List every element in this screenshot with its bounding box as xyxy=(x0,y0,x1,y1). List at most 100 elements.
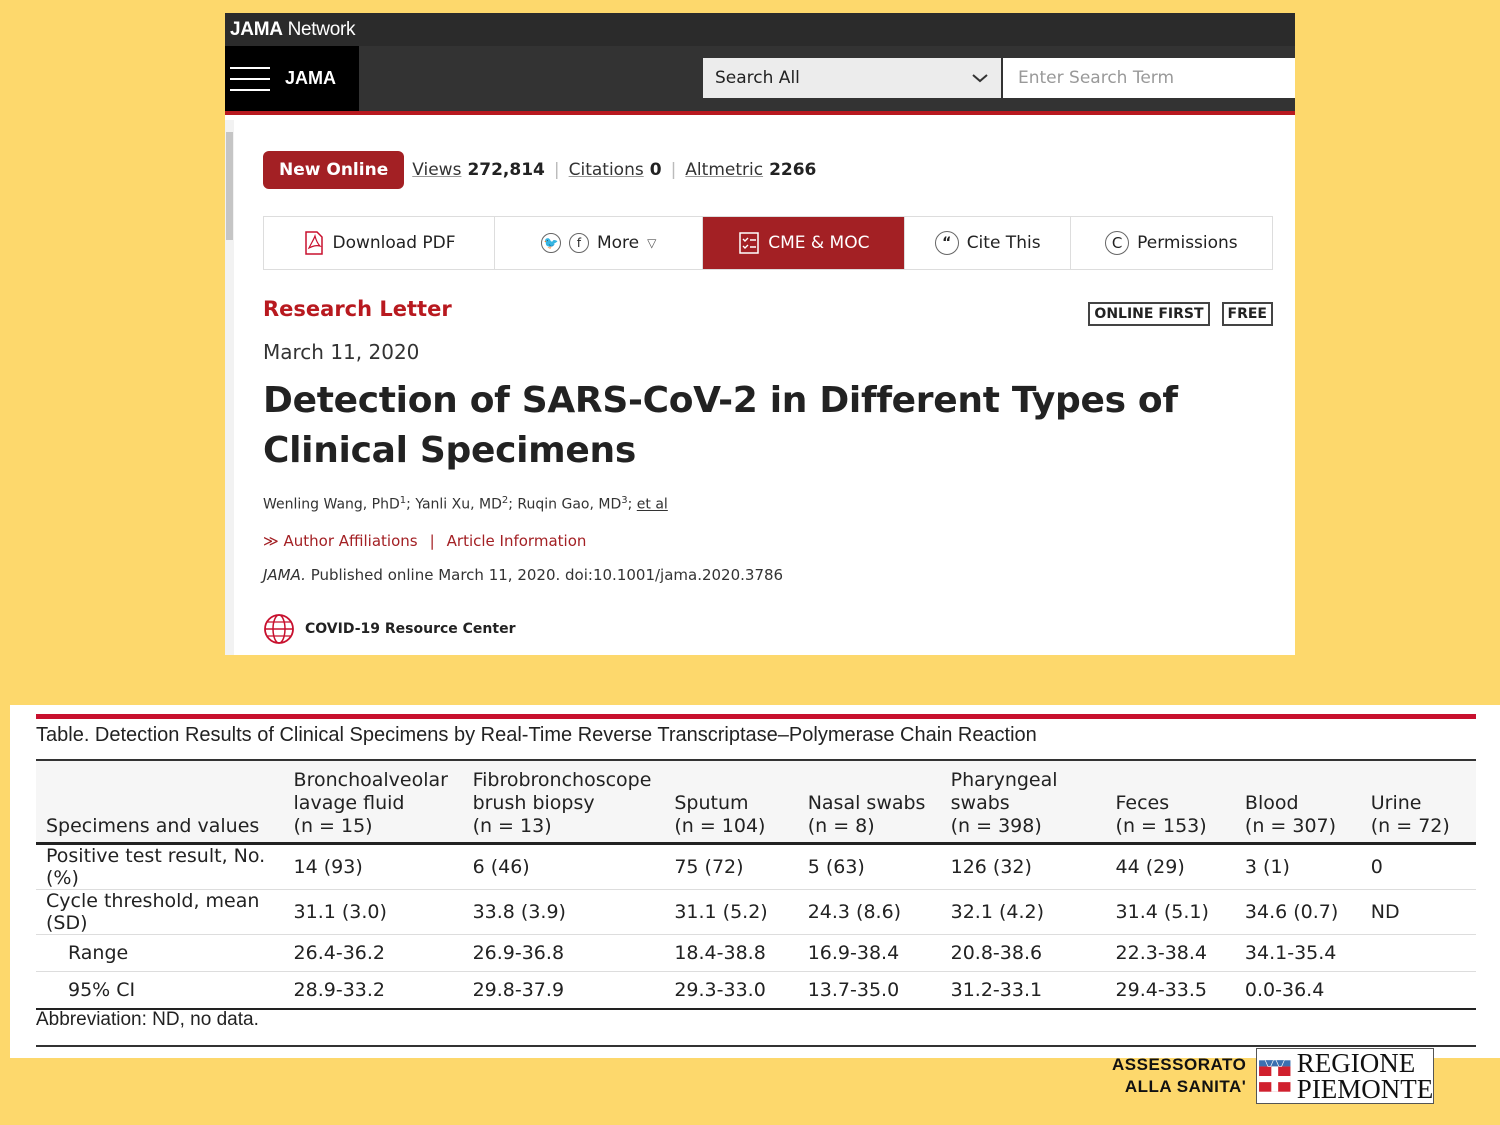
metric-citations[interactable]: Citations 0 xyxy=(568,160,662,180)
table-cell: 28.9-33.2 xyxy=(283,971,463,1010)
table-cell xyxy=(1360,934,1476,972)
column-header-specimens: Specimens and values xyxy=(46,815,260,837)
regione-piemonte-logo: ASSESSORATO ALLA SANITA' REGIONE PIEMONT… xyxy=(1112,1048,1435,1104)
column-header: Bronchoalveolar lavage fluid (n = 15) xyxy=(293,769,448,837)
jama-article-screenshot: JAMA Network JAMA Search All New Online … xyxy=(225,13,1295,655)
results-table: Specimens and values Bronchoalveolar lavag… xyxy=(36,759,1476,1010)
metric-views[interactable]: Views 272,814 xyxy=(412,160,545,180)
article-type: Research Letter xyxy=(263,297,452,321)
triangle-down-icon: ▽ xyxy=(647,236,657,250)
table-row: Cycle threshold, mean (SD) 31.1 (3.0) 33.8… xyxy=(36,889,1476,935)
globe-icon xyxy=(264,614,294,644)
header-accent-line xyxy=(225,111,1295,115)
table-cell: 24.3 (8.6) xyxy=(797,889,941,935)
article-information-link[interactable]: Article Information xyxy=(446,532,587,550)
jama-network-brand[interactable]: JAMA Network xyxy=(230,18,356,40)
download-pdf-button[interactable]: Download PDF xyxy=(264,217,496,269)
table-bottom-rule xyxy=(36,1045,1476,1047)
column-header: Fibrobronchoscope brush biopsy (n = 13) xyxy=(472,769,652,837)
more-label: More xyxy=(596,233,640,253)
et-al-link[interactable]: et al xyxy=(636,496,668,513)
column-header: Sputum (n = 104) xyxy=(674,792,766,837)
permissions-button[interactable]: C Permissions xyxy=(1071,217,1272,269)
table-cell: 18.4-38.8 xyxy=(664,934,798,972)
table-cell: 0.0-36.4 xyxy=(1234,971,1361,1010)
table-cell: 29.3-33.0 xyxy=(664,971,798,1010)
table-cell: 14 (93) xyxy=(283,843,463,890)
column-header: Feces (n = 153) xyxy=(1115,792,1207,837)
table-cell: 31.1 (5.2) xyxy=(664,889,798,935)
cme-moc-button[interactable]: CME & MOC xyxy=(703,217,906,269)
author-affiliations-link[interactable]: ≫ Author Affiliations xyxy=(263,532,418,550)
copyright-icon: C xyxy=(1105,231,1130,255)
access-tags: ONLINE FIRST FREE xyxy=(1088,302,1273,326)
search-scope-value: Search All xyxy=(715,68,800,88)
cite-this-button[interactable]: “ Cite This xyxy=(905,217,1071,269)
row-label: Positive test result, No. (%) xyxy=(36,843,284,890)
citation-line: JAMA. Published online March 11, 2020. d… xyxy=(263,566,784,584)
row-label: 95% CI xyxy=(36,971,284,1010)
table-cell: 32.1 (4.2) xyxy=(940,889,1106,935)
regione-name: REGIONE PIEMONTE xyxy=(1296,1048,1434,1104)
table-cell xyxy=(1360,971,1476,1010)
logo-area: JAMA xyxy=(225,46,359,111)
table-row: 95% CI 28.9-33.2 29.8-37.9 29.3-33.0 13.7-35… xyxy=(36,971,1476,1010)
table-header-row: Specimens and values Bronchoalveolar lavag… xyxy=(36,760,1476,844)
article-toolbar: Download PDF 🐦 f More ▽ CME & MOC “ Cite … xyxy=(263,216,1273,270)
covid-resource-link[interactable]: COVID-19 Resource Center xyxy=(263,613,516,645)
twitter-icon[interactable]: 🐦 xyxy=(540,233,561,253)
table-cell: 26.9-36.8 xyxy=(462,934,665,972)
search-input[interactable] xyxy=(1003,58,1295,98)
free-tag: FREE xyxy=(1221,302,1273,326)
online-first-tag: ONLINE FIRST xyxy=(1088,302,1210,326)
author-2[interactable]: ; Yanli Xu, MD xyxy=(406,496,502,513)
table-cell: 29.8-37.9 xyxy=(462,971,665,1010)
table-cell: 31.2-33.1 xyxy=(940,971,1106,1010)
scrollbar[interactable] xyxy=(225,120,234,655)
table-cell: 16.9-38.4 xyxy=(797,934,941,972)
jama-navbar: JAMA Search All xyxy=(225,46,1295,111)
table-cell: 3 (1) xyxy=(1234,843,1361,890)
article-metrics: New Online Views 272,814 | Citations 0 | A… xyxy=(263,151,816,189)
checklist-icon xyxy=(739,232,759,254)
quote-icon: “ xyxy=(934,231,959,255)
column-header: Nasal swabs (n = 8) xyxy=(807,792,926,837)
table-row: Positive test result, No. (%) 14 (93) 6 (4… xyxy=(36,843,1476,890)
table-cell: 33.8 (3.9) xyxy=(462,889,665,935)
table-cell: 6 (46) xyxy=(462,843,665,890)
chevron-down-icon xyxy=(972,74,988,83)
author-list: Wenling Wang, PhD1; Yanli Xu, MD2; Ruqin… xyxy=(263,495,668,513)
table-cell: 20.8-38.6 xyxy=(940,934,1106,972)
menu-icon[interactable] xyxy=(230,66,270,91)
table-caption: Table. Detection Results of Clinical Spe… xyxy=(36,724,1037,746)
facebook-icon[interactable]: f xyxy=(568,233,589,253)
more-share-button[interactable]: 🐦 f More ▽ xyxy=(495,217,704,269)
search-scope-select[interactable]: Search All xyxy=(703,58,1001,98)
table-cell: 34.1-35.4 xyxy=(1234,934,1361,972)
table-cell: 22.3-38.4 xyxy=(1105,934,1235,972)
table-cell: 31.1 (3.0) xyxy=(283,889,463,935)
metric-altmetric[interactable]: Altmetric 2266 xyxy=(685,160,817,180)
article-title: Detection of SARS-CoV-2 in Different Typ… xyxy=(263,380,1178,471)
jama-logo[interactable]: JAMA xyxy=(285,68,337,88)
cme-moc-label: CME & MOC xyxy=(768,233,870,253)
author-3[interactable]: ; Ruqin Gao, MD xyxy=(508,496,622,513)
download-pdf-label: Download PDF xyxy=(332,233,456,253)
table-cell: 5 (63) xyxy=(797,843,941,890)
double-chevron-right-icon: ≫ xyxy=(263,532,279,550)
author-1[interactable]: Wenling Wang, PhD xyxy=(263,496,400,513)
covid-resource-label: COVID-19 Resource Center xyxy=(305,621,516,637)
table-cell: 44 (29) xyxy=(1105,843,1235,890)
regione-crest-icon xyxy=(1259,1060,1291,1092)
publication-date: March 11, 2020 xyxy=(263,340,420,364)
permissions-label: Permissions xyxy=(1137,233,1238,253)
article-info-links: ≫ Author Affiliations | Article Informat… xyxy=(263,532,587,550)
scrollbar-thumb[interactable] xyxy=(226,132,233,240)
assessorato-label: ASSESSORATO ALLA SANITA' xyxy=(1112,1055,1247,1096)
table-cell: 75 (72) xyxy=(664,843,798,890)
table-cell: 126 (32) xyxy=(940,843,1106,890)
table-cell: 26.4-36.2 xyxy=(283,934,463,972)
table-footnote: Abbreviation: ND, no data. xyxy=(36,1009,259,1030)
table-cell: 13.7-35.0 xyxy=(797,971,941,1010)
column-header: Urine (n = 72) xyxy=(1370,792,1450,837)
